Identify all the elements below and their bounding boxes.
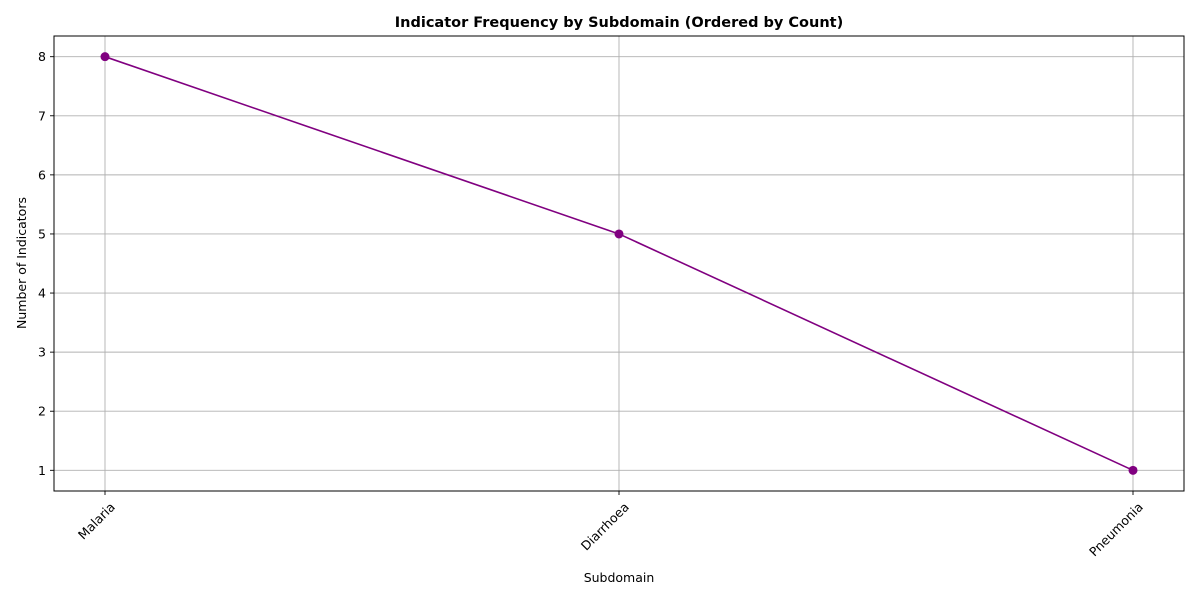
y-axis-ticks: 1 2 3 4 5 6 7 8 — [38, 49, 54, 478]
y-tick-label: 1 — [38, 463, 46, 478]
y-tick-label: 3 — [38, 345, 46, 360]
y-axis-label: Number of Indicators — [14, 197, 29, 329]
grid-lines — [54, 36, 1184, 491]
x-tick-label: Diarrhoea — [578, 499, 632, 553]
x-axis-ticks: Malaria Diarrhoea Pneumonia — [75, 491, 1146, 559]
y-tick-label: 5 — [38, 226, 46, 241]
data-point — [1128, 465, 1138, 475]
series-layer — [100, 52, 1138, 475]
data-point — [100, 52, 110, 62]
chart-title: Indicator Frequency by Subdomain (Ordere… — [395, 15, 843, 31]
x-tick-label: Pneumonia — [1086, 499, 1146, 559]
y-tick-label: 4 — [38, 286, 46, 301]
y-tick-label: 2 — [38, 404, 46, 419]
y-tick-label: 8 — [38, 49, 46, 64]
y-tick-label: 7 — [38, 108, 46, 123]
data-point — [614, 229, 624, 239]
y-tick-label: 6 — [38, 167, 46, 182]
x-axis-label: Subdomain — [584, 570, 655, 585]
x-tick-label: Malaria — [75, 499, 118, 542]
